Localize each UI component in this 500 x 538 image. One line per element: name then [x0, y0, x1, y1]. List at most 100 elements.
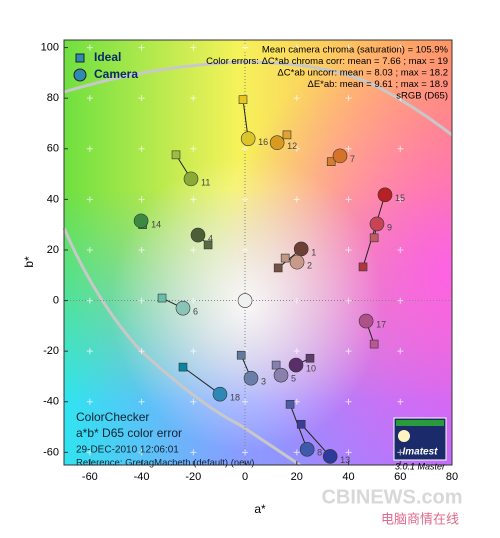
point-label: 13 [340, 455, 350, 465]
grid-cross [242, 398, 249, 405]
grid-cross [138, 145, 145, 152]
grid-cross [138, 95, 145, 102]
caption: ColorChecker [76, 410, 149, 424]
point-label: 12 [287, 141, 297, 151]
grid-cross [397, 196, 404, 203]
point-label: 15 [395, 193, 405, 203]
camera-point [212, 386, 228, 402]
grid-cross [190, 297, 197, 304]
grid-cross [293, 348, 300, 355]
grid-cross [242, 145, 249, 152]
plot-background [62, 39, 453, 467]
grid-cross [345, 246, 352, 253]
ideal-point [157, 293, 167, 303]
ideal-point [238, 95, 248, 105]
x-tick-label: 0 [242, 471, 248, 483]
x-tick-label: -60 [82, 471, 98, 483]
point-label: 10 [306, 363, 316, 373]
y-tick-label: 20 [47, 244, 59, 256]
grid-cross [397, 398, 404, 405]
grid-cross [293, 95, 300, 102]
camera-point [269, 135, 285, 151]
point-label: 16 [258, 137, 268, 147]
legend-marker [75, 53, 85, 63]
camera-point [299, 442, 315, 457]
grid-cross [293, 297, 300, 304]
imatest-logo: Imatest 3.0.1 Master [393, 417, 447, 471]
grid-cross [138, 398, 145, 405]
grid-cross [345, 196, 352, 203]
grid-cross [293, 449, 300, 456]
y-tick-label: 0 [53, 294, 59, 306]
annotation: ΔC*ab uncorr: mean = 8.03 ; max = 18.2 [277, 68, 448, 79]
grid-cross [397, 449, 404, 456]
grid-cross [397, 44, 404, 51]
grid-cross [345, 449, 352, 456]
error-line [182, 366, 221, 395]
grid-cross [138, 44, 145, 51]
grid-cross [86, 145, 93, 152]
camera-point [190, 227, 206, 243]
grid-cross [138, 449, 145, 456]
grid-cross [242, 44, 249, 51]
x-axis-label: a* [254, 502, 266, 516]
grid-cross [397, 145, 404, 152]
y-tick-label: -40 [43, 396, 59, 408]
annotation: Color errors: ΔC*ab chroma corr: mean = … [206, 56, 448, 67]
grid-cross [293, 44, 300, 51]
grid-cross [138, 297, 145, 304]
camera-point [288, 357, 304, 373]
camera-point [237, 293, 253, 308]
ideal-point [285, 399, 295, 409]
grid-cross [345, 297, 352, 304]
point-label: 1 [311, 247, 316, 257]
legend-label: Ideal [94, 50, 121, 64]
ideal-point [273, 263, 283, 273]
camera-point [358, 313, 374, 329]
caption: Reference: GretagMacbeth (default) (new) [76, 458, 254, 469]
grid-cross [345, 44, 352, 51]
grid-cross [138, 196, 145, 203]
watermark: CBINEWS.com [321, 486, 462, 508]
y-tick-label: 40 [47, 193, 59, 205]
ideal-point [305, 353, 315, 363]
camera-point [332, 148, 348, 164]
caption: a*b* D65 color error [76, 426, 182, 440]
camera-point [289, 254, 305, 270]
x-tick-label: 20 [291, 471, 303, 483]
camera-point [133, 213, 149, 229]
camera-point [243, 370, 259, 386]
grid-cross [138, 246, 145, 253]
annotation: sRGB (D65) [396, 91, 448, 102]
x-tick-label: -40 [134, 471, 150, 483]
grid-cross [190, 145, 197, 152]
grid-cross [397, 246, 404, 253]
grid-cross [345, 398, 352, 405]
grid-cross [138, 348, 145, 355]
grid-cross [293, 145, 300, 152]
grid-cross [86, 95, 93, 102]
camera-point [322, 449, 338, 464]
caption: 29-DEC-2010 12:06:01 [76, 445, 179, 456]
ideal-point [236, 350, 246, 360]
ideal-point [358, 262, 368, 272]
grid-cross [397, 297, 404, 304]
x-tick-label: 40 [342, 471, 354, 483]
y-tick-label: -60 [43, 446, 59, 458]
grid-cross [86, 196, 93, 203]
ideal-point [326, 157, 336, 166]
annotation: Mean camera chroma (saturation) = 105.9% [262, 45, 449, 56]
grid-cross [242, 196, 249, 203]
point-label: 7 [350, 154, 355, 164]
grid-cross [86, 348, 93, 355]
grid-cross [242, 449, 249, 456]
x-tick-label: 80 [446, 471, 458, 483]
camera-point [240, 131, 256, 146]
point-label: 5 [291, 374, 296, 384]
ideal-point [203, 240, 213, 250]
x-tick-label: 60 [394, 471, 406, 483]
ideal-point [369, 339, 379, 349]
point-label: 2 [307, 260, 312, 270]
point-label: 14 [151, 219, 161, 229]
